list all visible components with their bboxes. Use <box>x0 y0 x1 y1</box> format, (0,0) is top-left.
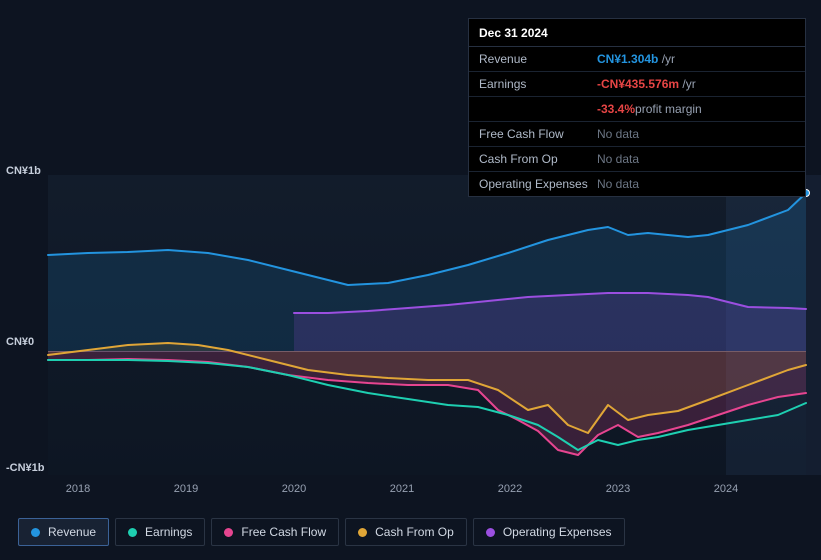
x-axis-label: 2023 <box>606 483 630 495</box>
tooltip-label: Revenue <box>479 52 597 66</box>
legend-label: Revenue <box>48 525 96 539</box>
tooltip-row: Cash From OpNo data <box>469 147 805 172</box>
legend-label: Earnings <box>145 525 192 539</box>
x-axis-label: 2020 <box>282 483 306 495</box>
x-axis-label: 2024 <box>714 483 738 495</box>
tooltip-row: Earnings-CN¥435.576m /yr <box>469 72 805 97</box>
y-axis-label: -CN¥1b <box>6 462 45 474</box>
tooltip-row: -33.4% profit margin <box>469 97 805 122</box>
tooltip-label: Operating Expenses <box>479 177 597 191</box>
legend-label: Free Cash Flow <box>241 525 326 539</box>
x-axis-label: 2022 <box>498 483 522 495</box>
tooltip-row: Operating ExpensesNo data <box>469 172 805 196</box>
tooltip-label: Free Cash Flow <box>479 127 597 141</box>
legend-swatch <box>31 528 40 537</box>
legend-swatch <box>358 528 367 537</box>
tooltip-row: RevenueCN¥1.304b /yr <box>469 47 805 72</box>
legend-swatch <box>486 528 495 537</box>
tooltip-value: CN¥1.304b /yr <box>597 52 795 66</box>
y-axis-label: CN¥0 <box>6 336 34 348</box>
tooltip-label: Cash From Op <box>479 152 597 166</box>
x-axis: 2018 2019 2020 2021 2022 2023 2024 <box>18 483 806 503</box>
x-axis-label: 2019 <box>174 483 198 495</box>
legend-item-operating-expenses[interactable]: Operating Expenses <box>473 518 625 546</box>
legend-item-free-cash-flow[interactable]: Free Cash Flow <box>211 518 339 546</box>
tooltip-value: -CN¥435.576m /yr <box>597 77 795 91</box>
x-axis-label: 2018 <box>66 483 90 495</box>
tooltip-row: Free Cash FlowNo data <box>469 122 805 147</box>
chart-legend: Revenue Earnings Free Cash Flow Cash From O… <box>18 518 625 546</box>
legend-item-cash-from-op[interactable]: Cash From Op <box>345 518 467 546</box>
tooltip-value: No data <box>597 127 795 141</box>
chart-paths <box>48 175 806 475</box>
legend-item-earnings[interactable]: Earnings <box>115 518 205 546</box>
x-axis-label: 2021 <box>390 483 414 495</box>
legend-label: Operating Expenses <box>503 525 612 539</box>
tooltip-value: No data <box>597 177 795 191</box>
tooltip-value: No data <box>597 152 795 166</box>
hover-tooltip: Dec 31 2024 RevenueCN¥1.304b /yrEarnings… <box>468 18 806 197</box>
legend-item-revenue[interactable]: Revenue <box>18 518 109 546</box>
legend-swatch <box>224 528 233 537</box>
tooltip-label: Earnings <box>479 77 597 91</box>
y-axis-label: CN¥1b <box>6 165 41 177</box>
tooltip-date: Dec 31 2024 <box>469 19 805 47</box>
financial-chart[interactable]: CN¥1bCN¥0-CN¥1b <box>18 175 806 475</box>
legend-swatch <box>128 528 137 537</box>
legend-label: Cash From Op <box>375 525 454 539</box>
